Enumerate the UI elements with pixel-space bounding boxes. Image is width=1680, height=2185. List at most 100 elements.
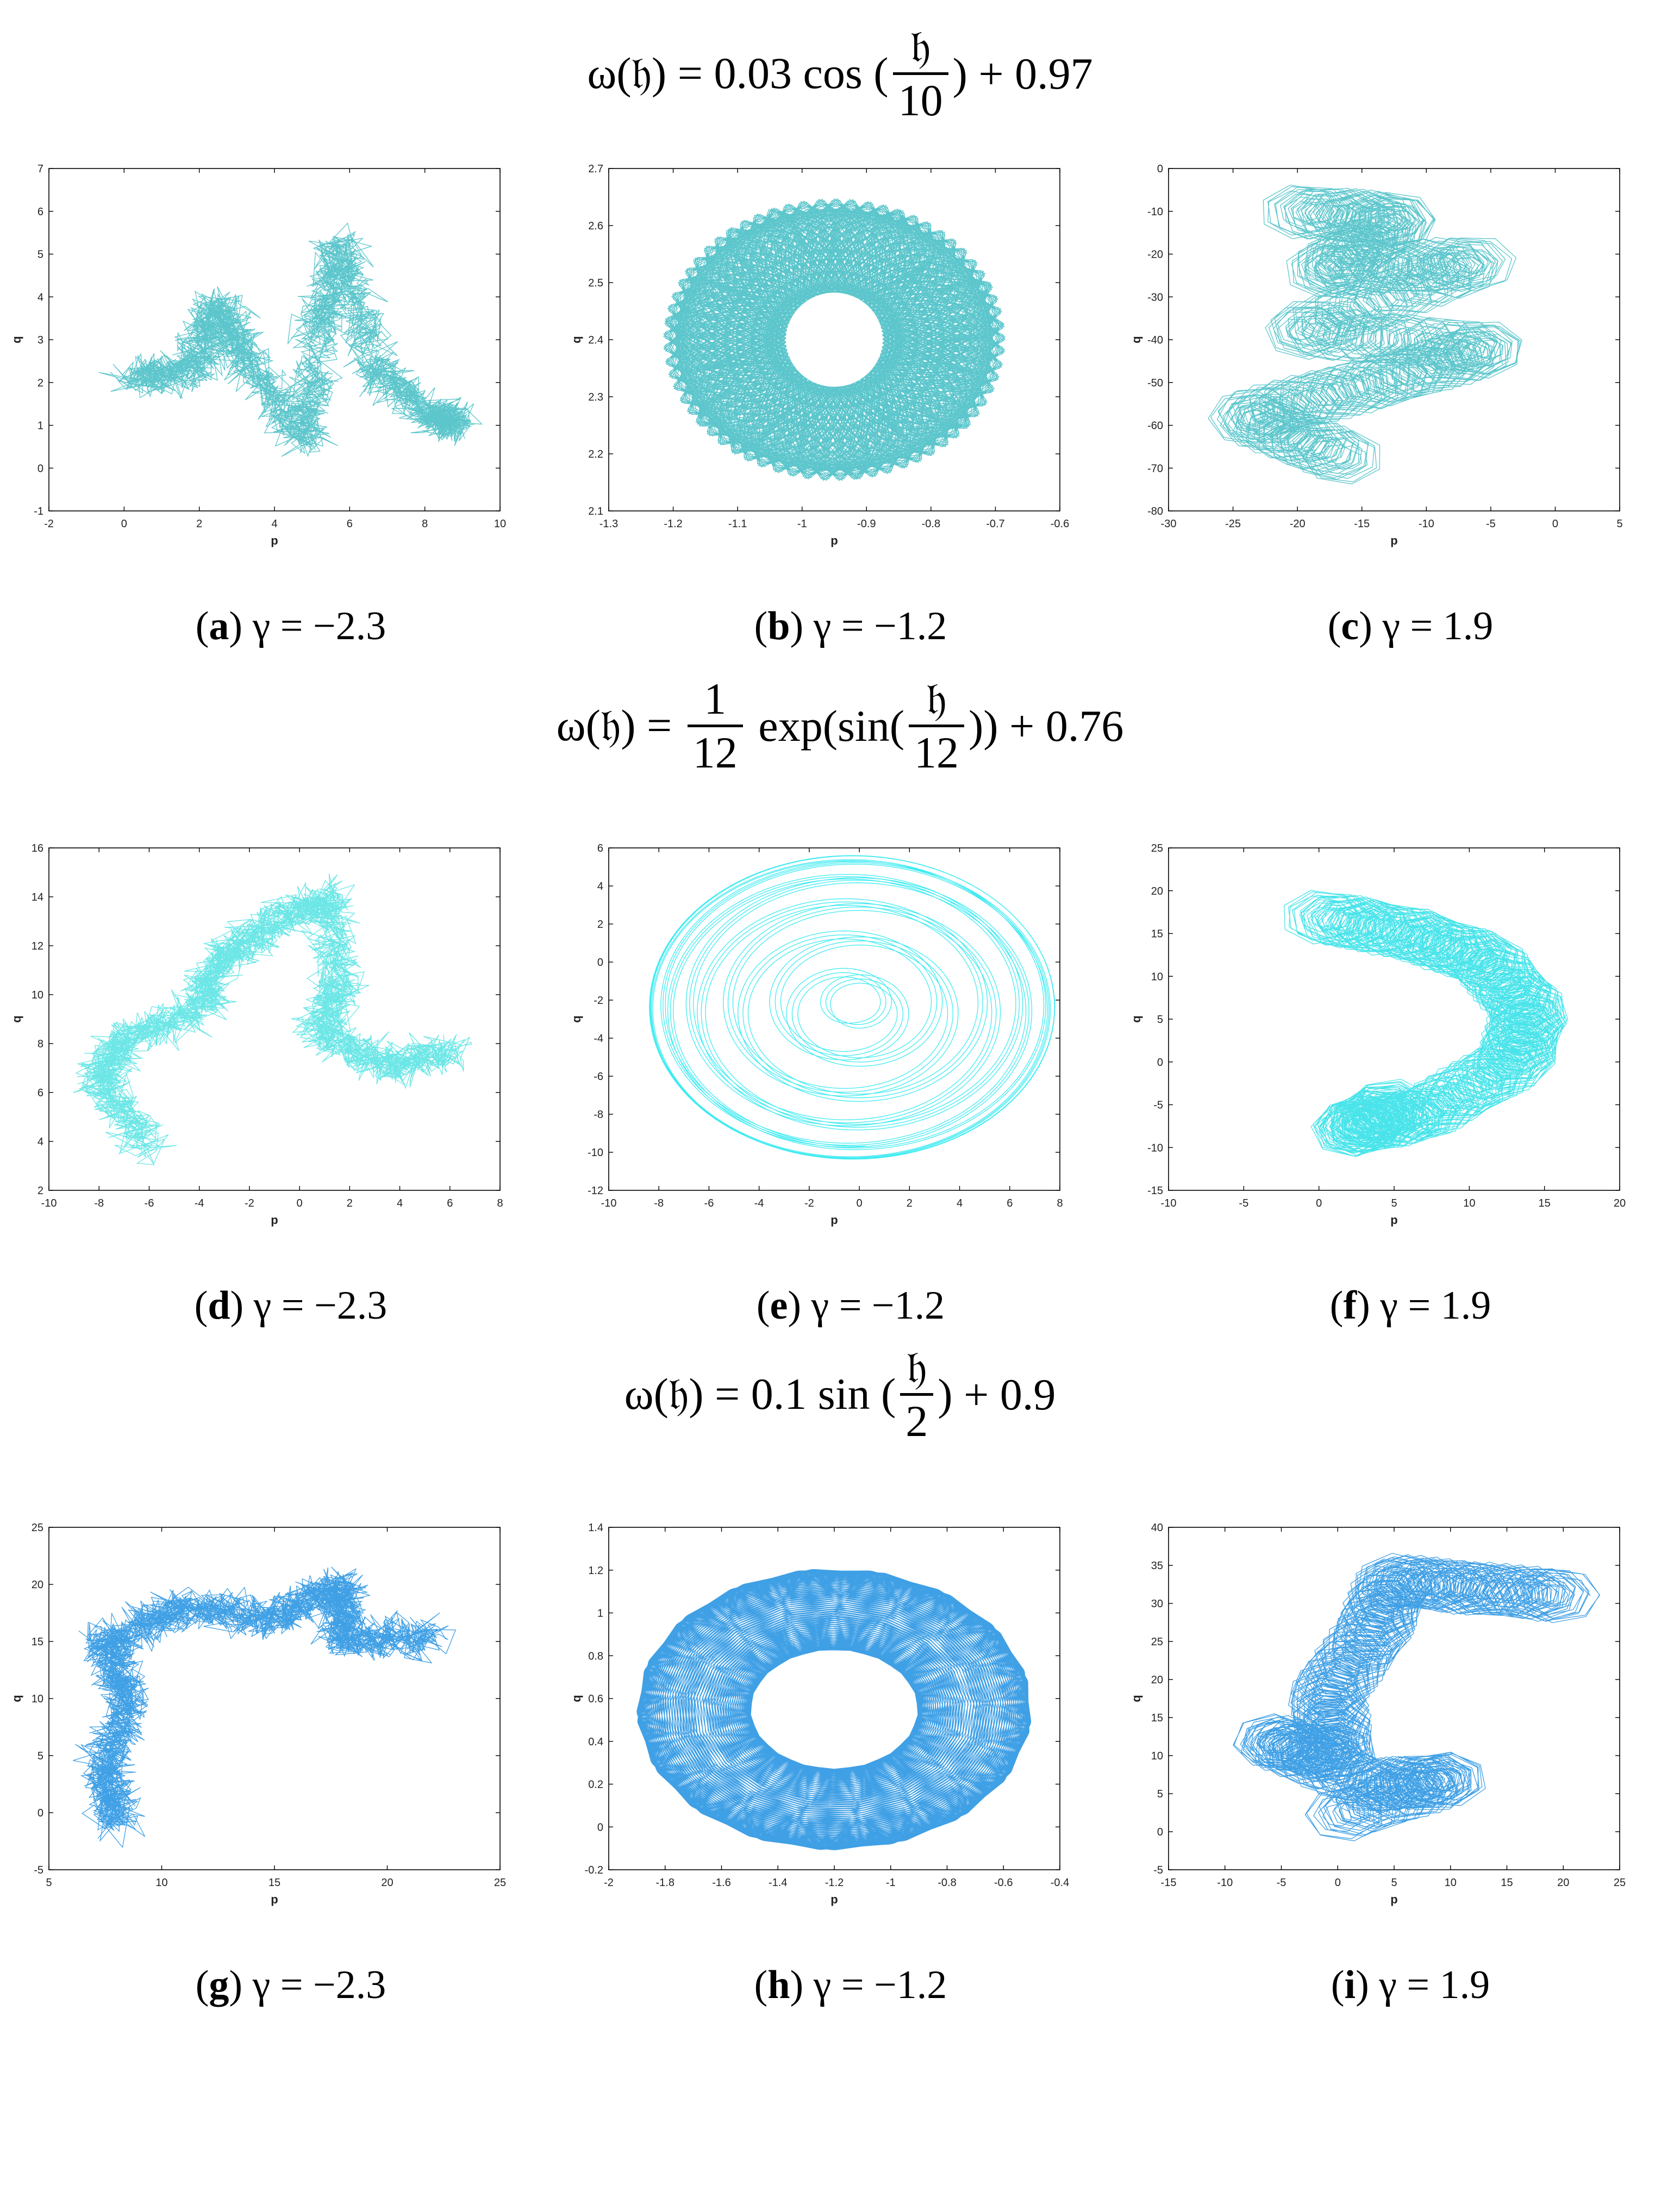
y-tick-label: 1 [597, 1608, 603, 1620]
chart-i: -15 -10 -5 0 5 10 15 20 25 -5 0 5 10 15 20 25 30 35 40 p q [1131, 1522, 1626, 1906]
caption-letter: e [770, 1283, 788, 1328]
x-tick-label: 5 [1391, 1877, 1397, 1889]
y-axis-label: q [11, 336, 23, 343]
caption-text: γ = −1.2 [803, 1963, 947, 2007]
y-tick-label: -0.2 [585, 1864, 603, 1876]
y-tick-label: -60 [1147, 420, 1163, 432]
x-tick-label: -1 [886, 1877, 896, 1889]
y-tick-label: -5 [1153, 1100, 1163, 1112]
subfigure-caption-h: (h) γ = −1.2 [754, 1963, 947, 2007]
x-tick-label: -1.6 [712, 1877, 730, 1889]
y-tick-label: 1 [38, 420, 43, 432]
x-axis-label: p [830, 534, 838, 547]
x-axis-label: p [271, 1893, 278, 1906]
y-tick-label: -15 [1147, 1185, 1163, 1197]
x-tick-label: 15 [1539, 1197, 1551, 1209]
x-tick-label: -1.4 [769, 1877, 787, 1889]
subfigure-caption-e: (e) γ = −1.2 [756, 1283, 945, 1328]
formula-2-denominator-a: 12 [687, 725, 743, 775]
y-tick-label: 0 [38, 463, 43, 475]
x-tick-label: 0 [1335, 1877, 1341, 1889]
caption-text: γ = −2.3 [242, 1963, 386, 2007]
chart-panel-c: -30 -25 -20 -15 -10 -5 0 5 -80 -70 -60 -50 -40 -30 -20… [1131, 152, 1680, 826]
y-tick-label: -1 [34, 505, 43, 517]
subfigure-caption-g: (g) γ = −2.3 [195, 1963, 386, 2007]
series-line-f [1284, 890, 1569, 1157]
series-line-h [636, 1569, 1032, 1851]
y-tick-label: 4 [597, 881, 603, 892]
x-tick-label: -8 [94, 1197, 104, 1209]
x-tick-label: -4 [754, 1197, 764, 1209]
x-tick-label: -10 [601, 1197, 617, 1209]
caption-letter: d [208, 1283, 230, 1328]
y-tick-label: 10 [32, 1693, 43, 1705]
x-tick-label: 25 [1614, 1877, 1626, 1889]
y-tick-label: 2.5 [588, 277, 603, 289]
x-tick-label: 0 [1552, 518, 1558, 530]
y-tick-label: -80 [1147, 505, 1163, 517]
x-tick-label: 15 [268, 1877, 280, 1889]
series-line-a [98, 222, 483, 457]
x-tick-label: -30 [1161, 518, 1177, 530]
chart-a: -2 0 2 4 6 8 10 -1 0 1 2 3 4 5 6 7 p q [11, 163, 506, 547]
y-axis-label: q [11, 1015, 23, 1022]
subfigure-caption-i: (i) γ = 1.9 [1331, 1963, 1490, 2007]
x-tick-label: -20 [1290, 518, 1306, 530]
x-tick-label: -1.2 [825, 1877, 844, 1889]
x-tick-label: -10 [41, 1197, 57, 1209]
y-tick-label: 0 [38, 1807, 43, 1819]
x-tick-label: -1.3 [599, 518, 618, 530]
x-tick-label: -0.4 [1051, 1877, 1069, 1889]
x-tick-label: 4 [957, 1197, 963, 1209]
y-tick-label: 10 [1151, 971, 1163, 983]
y-tick-label: -4 [594, 1033, 603, 1045]
x-tick-label: 2 [907, 1197, 913, 1209]
y-tick-label: 2.7 [588, 163, 603, 175]
y-tick-label: 35 [1151, 1560, 1163, 1572]
formula-1-numerator: 𝔥 [910, 22, 931, 71]
y-tick-label: 0 [597, 957, 603, 969]
x-tick-label: -15 [1354, 518, 1370, 530]
x-tick-label: 15 [1501, 1877, 1513, 1889]
x-tick-label: -10 [1419, 518, 1434, 530]
x-tick-label: 10 [1445, 1877, 1457, 1889]
y-tick-label: 0.4 [588, 1736, 603, 1748]
x-tick-label: 20 [1557, 1877, 1569, 1889]
y-tick-label: 15 [1151, 1712, 1163, 1724]
chart-panel-d: -10 -8 -6 -4 -2 0 2 4 6 8 2 4 6 8 10 12 14 16 p q (d) γ = −2… [11, 832, 571, 1506]
y-axis-label: q [1131, 1695, 1143, 1702]
chart-c: -30 -25 -20 -15 -10 -5 0 5-80-70-60-50-40-30-20… [1131, 163, 1623, 547]
y-tick-label: 10 [1151, 1750, 1163, 1762]
y-axis-label: q [1131, 336, 1143, 343]
x-tick-label: -1.8 [656, 1877, 675, 1889]
y-tick-label: 16 [32, 842, 43, 854]
y-tick-label: 20 [1151, 1674, 1163, 1686]
y-tick-label: -20 [1147, 249, 1163, 261]
y-axis-label: q [571, 1015, 583, 1022]
x-tick-label: -2 [804, 1197, 814, 1209]
caption-letter: g [209, 1963, 229, 2007]
formula-1-fraction: 𝔥 10 [892, 22, 948, 123]
formula-3: ω(𝔥) = 0.1 sin ( 𝔥 2 ) + 0.9 [0, 1345, 1680, 1444]
y-tick-label: 40 [1151, 1522, 1163, 1534]
y-axis-label: q [571, 336, 583, 343]
y-tick-label: -70 [1147, 463, 1163, 475]
x-tick-label: -25 [1225, 518, 1241, 530]
y-tick-label: 2 [38, 1185, 43, 1197]
x-tick-label: 10 [1463, 1197, 1475, 1209]
y-tick-label: -50 [1147, 377, 1163, 389]
x-axis-label: p [830, 1213, 838, 1227]
x-tick-label: -6 [145, 1197, 154, 1209]
series-line-d [73, 873, 472, 1165]
y-tick-label: 0 [1157, 1826, 1163, 1838]
y-tick-label: 0.8 [588, 1650, 603, 1662]
x-tick-label: 0 [121, 518, 127, 530]
formula-1-prefix: ω(𝔥) = 0.03 cos ( [587, 48, 889, 98]
chart-h: -2 -1.8 -1.6 -1.4 -1.2 -1 -0.8 -0.6 -0.4 -0.2 0 0.2… [571, 1522, 1069, 1906]
formula-2-prefix: ω(𝔥) = [556, 701, 683, 750]
caption-text: γ = 1.9 [1372, 604, 1494, 648]
x-tick-label: 8 [422, 518, 428, 530]
x-tick-label: 8 [497, 1197, 503, 1209]
formula-2-suffix: )) + 0.76 [969, 701, 1124, 751]
x-axis-label: p [1390, 534, 1397, 547]
